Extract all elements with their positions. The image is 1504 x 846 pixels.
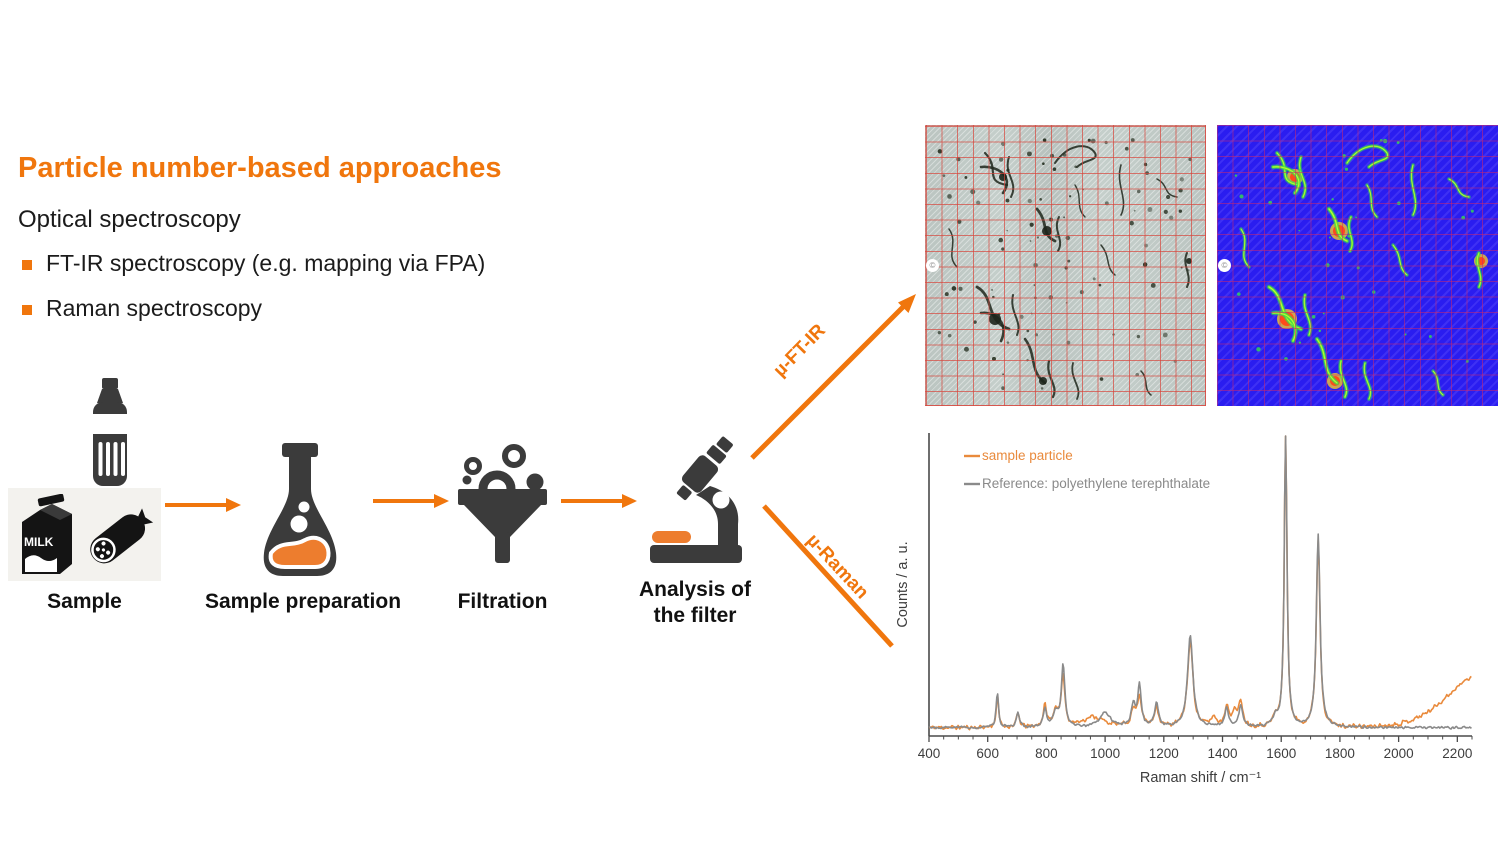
sample-image-box: MILK [8,488,161,581]
step-label-filtration: Filtration [457,590,548,613]
svg-text:400: 400 [918,746,941,761]
milk-label: MILK [24,535,54,549]
svg-text:2200: 2200 [1442,746,1472,761]
spectrum-svg: 400 600 800 1000 1200 1400 1600 1800 2000 2200 Ram… [895,433,1473,786]
bullet-item: Raman spectroscopy [22,295,485,322]
salami-icon [90,508,154,564]
microscope-icon [650,436,742,563]
heatmap-panel: © [1217,125,1498,406]
svg-text:Counts / a. u.: Counts / a. u. [895,541,911,627]
bottle-icon [93,378,127,486]
step-label-analysis: Analysis of the filter [638,578,752,628]
milk-carton-icon: MILK [22,494,72,574]
bullet-text: FT-IR spectroscopy (e.g. mapping via FPA… [46,250,486,276]
svg-text:1200: 1200 [1149,746,1179,761]
micrograph-particles [937,138,1192,400]
svg-text:1000: 1000 [1090,746,1120,761]
svg-text:1800: 1800 [1325,746,1355,761]
arrow-right-icon [373,494,449,508]
svg-text:Reference: polyethylene tereph: Reference: polyethylene terephthalate [982,476,1210,491]
funnel-icon [458,444,547,563]
svg-text:600: 600 [976,746,999,761]
copyright-badge: © [1218,259,1231,272]
svg-text:sample particle: sample particle [982,448,1073,463]
copyright-badge: © [926,259,939,272]
bullet-marker-icon [22,260,32,270]
page-title: Particle number-based approaches [18,152,502,184]
step-label-sample: Sample [47,590,122,613]
bullet-text: Raman spectroscopy [46,295,263,321]
micrograph-panel: © [925,125,1206,406]
svg-text:1400: 1400 [1207,746,1237,761]
flask-icon [263,443,337,576]
spectrum-chart: 400 600 800 1000 1200 1400 1600 1800 2000 2200 Ram… [894,418,1504,808]
svg-text:1600: 1600 [1266,746,1296,761]
heatmap-particles [1234,138,1488,401]
svg-text:Raman shift / cm⁻¹: Raman shift / cm⁻¹ [1140,770,1261,786]
svg-text:800: 800 [1035,746,1058,761]
branch-arrows-icon [750,294,916,648]
bullet-item: FT-IR spectroscopy (e.g. mapping via FPA… [22,250,485,277]
arrow-right-icon [165,498,241,512]
svg-text:2000: 2000 [1384,746,1414,761]
arrow-right-icon [561,494,637,508]
subtitle: Optical spectroscopy [18,206,241,233]
bullet-list: FT-IR spectroscopy (e.g. mapping via FPA… [22,250,485,340]
step-label-preparation: Sample preparation [204,590,402,613]
bullet-marker-icon [22,305,32,315]
